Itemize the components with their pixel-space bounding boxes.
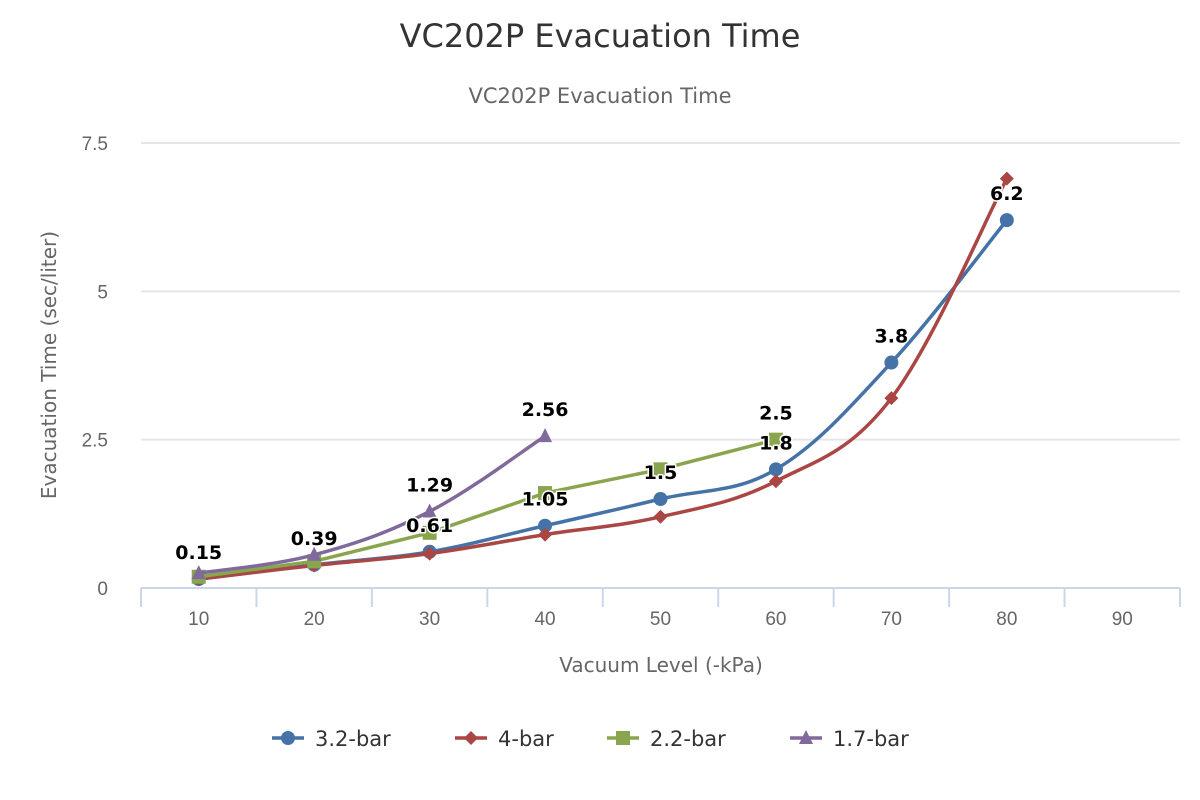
series-line	[196, 437, 778, 579]
legend-label: 4-bar	[498, 727, 554, 751]
data-point[interactable]	[768, 462, 783, 477]
data-point[interactable]	[538, 527, 553, 542]
data-point[interactable]	[999, 213, 1014, 228]
series-line	[196, 176, 1009, 581]
x-tick-label: 30	[419, 609, 440, 630]
x-axis-title: Vacuum Level (-kPa)	[559, 653, 763, 677]
data-point[interactable]	[999, 171, 1014, 186]
data-label: 1.29	[406, 474, 453, 496]
legend-label: 1.7-bar	[833, 727, 909, 751]
grid-lines	[141, 142, 1180, 441]
legend-diamond-icon	[464, 731, 478, 745]
data-point[interactable]	[768, 474, 783, 489]
legend-circle-icon	[281, 731, 295, 745]
x-tick-label: 70	[881, 609, 902, 630]
legend-label: 3.2-bar	[315, 727, 391, 751]
x-tick-label: 40	[534, 609, 555, 630]
chart-title: VC202P Evacuation Time	[400, 17, 801, 55]
data-label: 2.5	[759, 403, 793, 425]
y-tick-label: 2.5	[82, 431, 108, 452]
legend-label: 2.2-bar	[650, 727, 726, 751]
data-point[interactable]	[653, 462, 668, 477]
data-label: 1.8	[759, 432, 793, 454]
legend-item-2.2-bar[interactable]: 2.2-bar	[607, 727, 726, 751]
x-tick-label: 90	[1112, 609, 1133, 630]
data-label: 0.39	[291, 528, 338, 550]
data-label: 6.2	[990, 183, 1024, 205]
series-4-bar	[191, 171, 1014, 587]
data-point[interactable]	[538, 486, 553, 501]
legend-item-1.7-bar[interactable]: 1.7-bar	[790, 727, 909, 751]
data-label: 1.05	[522, 489, 569, 511]
data-label: 0.61	[406, 515, 453, 537]
x-axis: 10 20 30 40 50 60 70 80 90	[140, 587, 1181, 630]
data-point[interactable]	[422, 503, 437, 518]
data-label: 0.15	[175, 542, 222, 564]
data-point[interactable]	[884, 355, 899, 370]
x-tick-label: 80	[996, 609, 1017, 630]
data-point[interactable]	[653, 509, 668, 524]
series-2.2-bar	[191, 432, 783, 584]
chart-subtitle: VC202P Evacuation Time	[468, 84, 731, 108]
y-tick-label: 5	[97, 282, 108, 303]
data-point[interactable]	[884, 391, 899, 406]
data-label: 3.8	[875, 326, 909, 348]
data-label: 2.56	[522, 399, 569, 421]
data-point[interactable]	[422, 525, 437, 540]
x-tick-label: 10	[188, 609, 209, 630]
data-label: 1.5	[644, 462, 678, 484]
y-axis-ticks: 0 2.5 5 7.5	[82, 134, 108, 600]
data-point[interactable]	[538, 428, 553, 443]
y-axis-title: Evacuation Time (sec/liter)	[37, 231, 61, 499]
data-point[interactable]	[422, 546, 437, 561]
data-point[interactable]	[307, 546, 322, 561]
legend-triangle-icon	[799, 730, 813, 744]
y-tick-label: 0	[97, 579, 108, 600]
x-tick-label: 60	[765, 609, 786, 630]
legend-item-3.2-bar[interactable]: 3.2-bar	[272, 727, 391, 751]
data-point[interactable]	[191, 565, 206, 580]
series-group	[191, 171, 1014, 587]
x-tick-label: 20	[304, 609, 325, 630]
data-labels: 0.15 0.39 0.61 1.05 1.5 1.8 3.8 6.2 2.5 1.29 2.56	[174, 182, 1025, 566]
data-point[interactable]	[538, 518, 553, 533]
x-tick-label: 50	[650, 609, 671, 630]
legend-square-icon	[616, 731, 630, 745]
series-line	[196, 434, 547, 575]
series-1.7-bar	[191, 428, 553, 580]
data-point[interactable]	[768, 432, 783, 447]
legend: 3.2-bar 4-bar 2.2-bar 1.7-bar	[272, 727, 909, 751]
data-point[interactable]	[653, 492, 668, 506]
legend-item-4-bar[interactable]: 4-bar	[455, 727, 554, 751]
y-tick-label: 7.5	[82, 134, 108, 155]
